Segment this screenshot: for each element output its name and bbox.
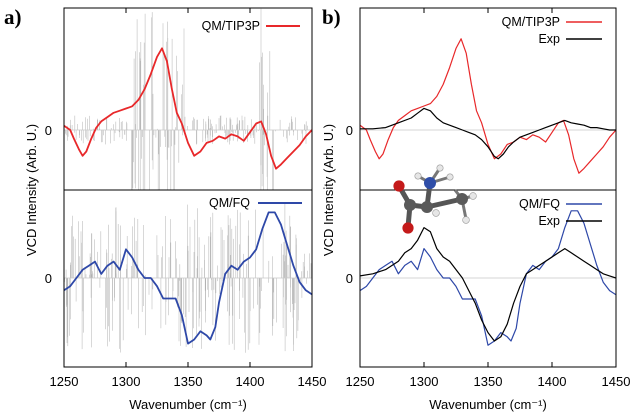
panel-b-letter: b) [322,5,341,29]
xtick-label-b-0: 1250 [346,374,375,389]
legend-label-b-tip3p: QM/TIP3P [502,15,560,29]
plot-a-bottom [64,203,312,353]
legend-label-b-exp-top: Exp [538,32,560,46]
legend-label-b-exp-bottom: Exp [538,214,560,228]
panel-a-top-zero-label: 0 [45,123,52,138]
xtick-label-b-1: 1300 [410,374,439,389]
xtick-label-a-3: 1400 [236,374,265,389]
plot-layer: 1250 1300 1350 1400 1450 1250 1300 1350 1400 1450 [50,7,631,389]
xtick-label-b-3: 1400 [538,374,567,389]
panel-a-xlabel: Wavenumber (cm⁻¹) [129,397,247,412]
legend-label-a-fq: QM/FQ [209,196,250,210]
frame-a [63,7,313,368]
panel-b-bottom-zero-label: 0 [346,271,353,286]
xtick-label-a-4: 1450 [298,374,327,389]
legend-label-b-fq: QM/FQ [519,197,560,211]
series-line-a-bottom-0 [64,211,312,345]
plot-b-top [360,38,616,174]
series-line-b-bottom-1 [360,227,616,342]
panel-b-ylabel: VCD Intensity (Arb. U.) [321,124,336,256]
panel-a-ylabel: VCD Intensity (Arb. U.) [24,124,39,256]
panel-b-xlabel: Wavenumber (cm⁻¹) [429,397,547,412]
plot-a-top [64,8,312,190]
xtick-label-a-0: 1250 [50,374,79,389]
legend-label-a-tip3p: QM/TIP3P [202,19,260,33]
xtick-label-b-2: 1350 [474,374,503,389]
series-line-b-top-0 [360,38,616,174]
panel-a-letter: a) [4,5,22,29]
series-line-b-top-1 [360,107,616,160]
stick-spectrum-a-bottom [64,203,312,353]
xtick-label-a-2: 1350 [174,374,203,389]
series-line-b-bottom-0 [360,210,616,346]
xtick-label-a-1: 1300 [112,374,141,389]
panel-a-top-legend: QM/TIP3P [202,19,300,33]
panel-b-top-legend: QM/TIP3P Exp [502,15,602,46]
panel-b-bottom-legend: QM/FQ Exp [519,197,602,228]
alanine-molecule-icon [393,164,477,234]
panel-b-top-zero-label: 0 [346,123,353,138]
xtick-label-b-4: 1450 [602,374,631,389]
plot-b-bottom [360,210,616,346]
series-line-a-top-0 [64,47,312,170]
panel-a-bottom-zero-label: 0 [45,271,52,286]
panel-a-bottom-legend: QM/FQ [209,196,302,210]
